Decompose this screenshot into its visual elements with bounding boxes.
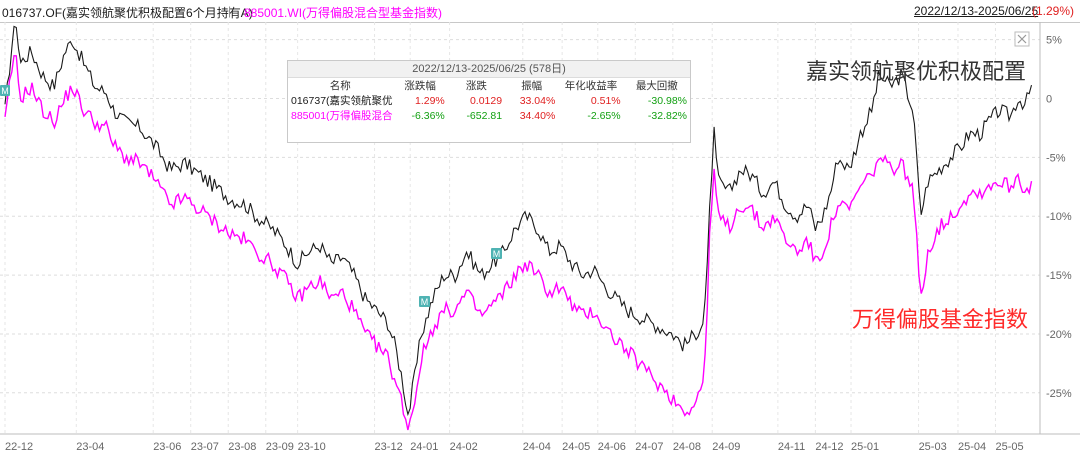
- x-tick-label: 23-06: [153, 441, 181, 453]
- row-amplitude: 34.40%: [519, 109, 556, 122]
- stats-row-index[interactable]: 885001(万得偏股混合型基 -6.36% -652.81 34.40% -2…: [288, 108, 690, 123]
- x-tick-label: 24-07: [635, 441, 663, 453]
- title-separator: |: [228, 4, 232, 18]
- x-tick-label: 24-05: [562, 441, 590, 453]
- stats-panel: 2022/12/13-2025/06/25 (578日) 名称 涨跌幅 涨跌 振…: [287, 60, 691, 143]
- col-header-change-pct: 涨跌幅: [404, 80, 436, 92]
- x-tick-label: 24-01: [410, 441, 438, 453]
- y-tick-label: 0: [1046, 94, 1052, 106]
- svg-text:M: M: [1, 86, 9, 96]
- fund-series-title[interactable]: 016737.OF(嘉实领航聚优积极配置6个月持有A): [2, 6, 253, 20]
- stats-table: 名称 涨跌幅 涨跌 振幅 年化收益率 最大回撤 016737(嘉实领航聚优积极)…: [288, 78, 690, 123]
- date-range-selector[interactable]: 2022/12/13-2025/06/25: [914, 4, 1039, 18]
- x-tick-label: 24-08: [673, 441, 701, 453]
- x-tick-label: 24-11: [778, 441, 805, 453]
- x-tick-label: 24-09: [712, 441, 740, 453]
- y-tick-label: 5%: [1046, 35, 1062, 47]
- index-series-title[interactable]: 885001.WI(万得偏股混合型基金指数): [244, 6, 443, 20]
- index-name-label: 万得偏股基金指数: [852, 307, 1029, 332]
- x-tick-label: 23-09: [266, 441, 294, 453]
- col-header-max-drawdown: 最大回撤: [635, 80, 678, 92]
- y-axis-ticks: 5% 0 -5% -10% -15% -20% -25%: [1046, 35, 1072, 400]
- row-change-pct: -6.36%: [411, 109, 445, 122]
- series-line-fund: [4, 25, 1033, 417]
- marker-m-1[interactable]: M: [419, 296, 430, 307]
- series-line-index: [4, 54, 1033, 431]
- close-icon[interactable]: [1014, 31, 1030, 47]
- x-tick-label: 24-04: [523, 441, 551, 453]
- y-tick-label: -10%: [1046, 211, 1072, 223]
- x-tick-label: 23-10: [298, 441, 326, 453]
- x-tick-label: 25-03: [919, 441, 947, 453]
- svg-text:M: M: [493, 249, 501, 259]
- chart-header-bar: 016737.OF(嘉实领航聚优积极配置6个月持有A) | 885001.WI(…: [0, 0, 1080, 23]
- marker-m-2[interactable]: M: [491, 248, 502, 259]
- x-tick-label: 25-05: [995, 441, 1023, 453]
- gridlines: [0, 39, 1040, 394]
- row-annual-return: -2.65%: [587, 109, 621, 122]
- row-max-drawdown: -32.82%: [647, 109, 687, 122]
- col-header-change: 涨跌: [465, 80, 487, 92]
- stats-header-row: 名称 涨跌幅 涨跌 振幅 年化收益率 最大回撤: [288, 78, 690, 93]
- row-change: 0.0129: [469, 94, 503, 107]
- marker-m-3[interactable]: M: [0, 85, 10, 96]
- col-header-amplitude: 振幅: [521, 80, 543, 92]
- row-name: 016737(嘉实领航聚优积极): [291, 95, 393, 107]
- y-tick-label: -5%: [1046, 152, 1066, 164]
- y-tick-label: -20%: [1046, 329, 1072, 341]
- x-tick-label: 25-04: [958, 441, 986, 453]
- row-amplitude: 33.04%: [519, 94, 556, 107]
- x-tick-label: 24-02: [450, 441, 478, 453]
- x-tick-label: 22-12: [5, 441, 33, 453]
- row-annual-return: 0.51%: [590, 94, 621, 107]
- svg-text:M: M: [421, 297, 429, 307]
- date-range-return: (1.29%): [1032, 4, 1075, 18]
- stats-panel-title: 2022/12/13-2025/06/25 (578日): [288, 61, 690, 78]
- stats-row-fund[interactable]: 016737(嘉实领航聚优积极) 1.29% 0.0129 33.04% 0.5…: [288, 93, 690, 108]
- row-name: 885001(万得偏股混合型基: [291, 110, 393, 122]
- row-change: -652.81: [466, 109, 503, 122]
- x-tick-label: 25-01: [851, 441, 879, 453]
- y-tick-label: -15%: [1046, 270, 1072, 282]
- x-tick-label: 23-07: [191, 441, 219, 453]
- y-tick-label: -25%: [1046, 388, 1072, 400]
- x-tick-label: 24-06: [598, 441, 626, 453]
- x-tick-label: 23-08: [228, 441, 256, 453]
- row-max-drawdown: -30.98%: [647, 94, 687, 107]
- x-tick-label: 24-12: [815, 441, 843, 453]
- x-tick-label: 23-12: [375, 441, 403, 453]
- col-header-annual-return: 年化收益率: [564, 80, 618, 92]
- x-tick-label: 23-04: [76, 441, 104, 453]
- row-change-pct: 1.29%: [415, 94, 445, 107]
- col-header-name: 名称: [329, 80, 351, 92]
- fund-name-label: 嘉实领航聚优积极配置: [806, 59, 1027, 84]
- x-axis-ticks: 22-12 23-04 23-06 23-07 23-08 23-09 23-10 23-12…: [5, 441, 1024, 453]
